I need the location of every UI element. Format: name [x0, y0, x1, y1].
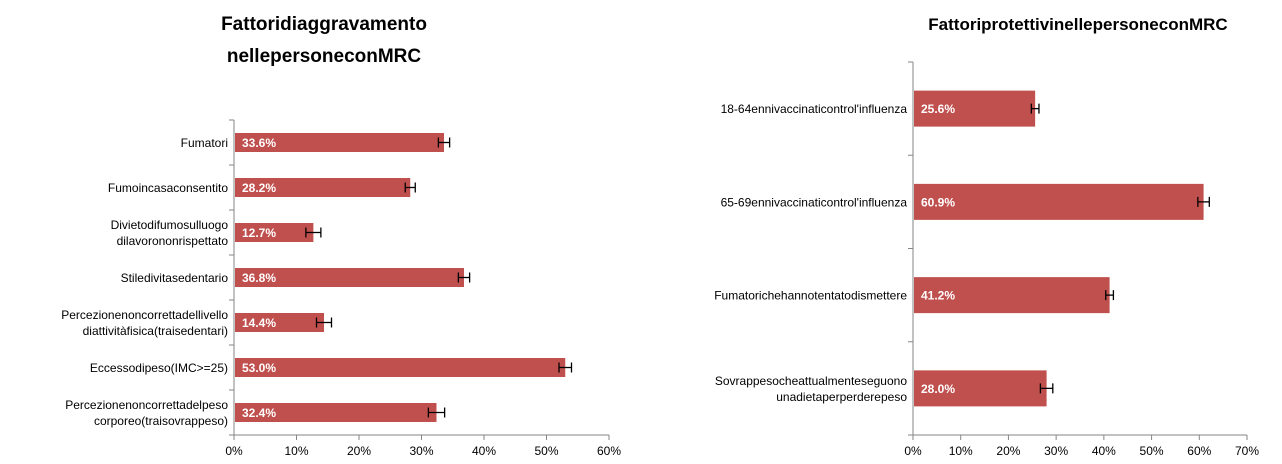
- x-tick-label: 50%: [534, 444, 558, 458]
- x-tick-label: 20%: [996, 444, 1020, 458]
- category-label: Stile di vita sedentario: [121, 271, 229, 285]
- x-tick-label: 20%: [347, 444, 371, 458]
- x-tick-label: 10%: [949, 444, 973, 458]
- category-label: Sovrappeso che attualmente seguono: [715, 374, 907, 388]
- chart-title-line: Fattori protettivi nelle persone con MRC: [928, 15, 1227, 34]
- data-label: 12.7%: [242, 226, 276, 240]
- category-label: 65-69enni vaccinati contro l'influenza: [721, 195, 908, 209]
- category-label: Percezione non corretta del peso: [65, 398, 228, 412]
- x-tick-label: 70%: [1235, 444, 1259, 458]
- x-tick-label: 0%: [904, 444, 922, 458]
- data-label: 25.6%: [921, 102, 955, 116]
- chart-title-line: nelle persone con MRC: [227, 46, 422, 67]
- category-label: di attività fisica (tra i sedentari): [83, 324, 228, 338]
- data-label: 60.9%: [921, 195, 955, 209]
- bar: [235, 358, 565, 377]
- x-tick-label: 60%: [1187, 444, 1211, 458]
- chart-2: Fattori protettivi nelle persone con MRC…: [714, 15, 1259, 458]
- data-label: 14.4%: [242, 316, 276, 330]
- x-tick-label: 50%: [1140, 444, 1164, 458]
- data-label: 33.6%: [242, 136, 276, 150]
- category-label: una dieta per perdere peso: [776, 390, 907, 404]
- data-label: 36.8%: [242, 271, 276, 285]
- category-label: corporeo (tra i sovrappeso): [94, 414, 228, 428]
- data-label: 28.0%: [921, 382, 955, 396]
- data-label: 28.2%: [242, 181, 276, 195]
- category-label: di lavoro non rispettato: [117, 234, 229, 248]
- x-tick-label: 60%: [597, 444, 621, 458]
- x-tick-label: 0%: [225, 444, 243, 458]
- data-label: 32.4%: [242, 406, 276, 420]
- x-tick-label: 30%: [1044, 444, 1068, 458]
- bar: [914, 184, 1204, 220]
- x-tick-label: 40%: [1092, 444, 1116, 458]
- x-tick-label: 40%: [472, 444, 496, 458]
- chart-1: Fattori di aggravamento nelle persone co…: [61, 14, 621, 458]
- chart-title-line: Fattori di aggravamento: [221, 14, 427, 35]
- category-label: Percezione non corretta del livello: [61, 308, 228, 322]
- x-tick-label: 30%: [409, 444, 433, 458]
- category-label: Fumo in casa consentito: [108, 181, 228, 195]
- category-label: Divieto di fumo sul luogo: [111, 218, 229, 232]
- category-label: Fumatori: [181, 136, 228, 150]
- data-label: 41.2%: [921, 289, 955, 303]
- category-label: Fumatori che hanno tentato di smettere: [714, 289, 907, 303]
- category-label: 18-64enni vaccinati contro l'influenza: [721, 102, 908, 116]
- x-tick-label: 10%: [284, 444, 308, 458]
- data-label: 53.0%: [242, 361, 276, 375]
- category-label: Eccesso di peso (IMC>=25): [90, 361, 228, 375]
